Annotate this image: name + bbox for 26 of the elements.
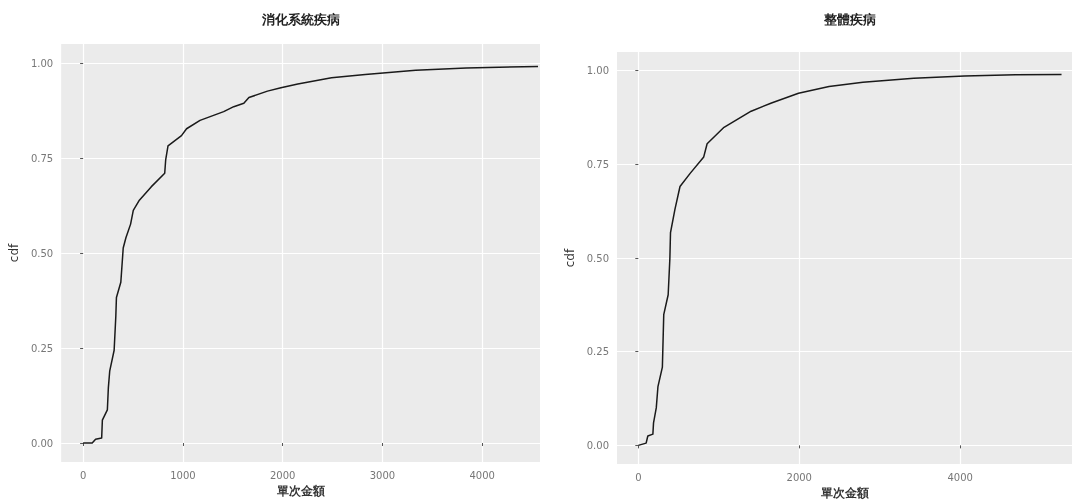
y-tick-label: 0.75	[30, 152, 54, 164]
y-tick-label: 0.75	[586, 158, 609, 170]
y-tick-label: 1.00	[586, 65, 609, 77]
y-tick-label: 0.50	[586, 252, 609, 264]
y-tick-label: 0.50	[30, 247, 54, 259]
x-tick-label: 0	[635, 471, 642, 483]
y-axis-title: cdf	[562, 248, 577, 268]
x-axis-title: 單次金額	[819, 486, 869, 500]
line-series	[637, 73, 1063, 447]
x-tick-label: 2000	[269, 469, 296, 481]
x-tick-label: 3000	[369, 469, 396, 481]
x-tick-label: 4000	[947, 471, 973, 483]
y-axis-title: cdf	[7, 243, 21, 263]
x-axis-title: 單次金額	[275, 483, 325, 498]
x-tick-label: 0	[79, 469, 87, 481]
x-tick-label: 4000	[469, 469, 495, 481]
x-tick-label: 1000	[170, 469, 196, 481]
x-tick-label: 2000	[786, 471, 812, 483]
line-series	[82, 65, 539, 444]
chart-title: 整體疾病	[822, 12, 876, 27]
y-tick-label: 0.00	[586, 439, 609, 451]
y-tick-label: 0.25	[30, 342, 54, 354]
y-tick-label: 0.00	[30, 437, 54, 449]
y-tick-label: 1.00	[30, 57, 54, 69]
y-tick-label: 0.25	[586, 346, 609, 358]
chart-title: 消化系統疾病	[261, 12, 340, 27]
